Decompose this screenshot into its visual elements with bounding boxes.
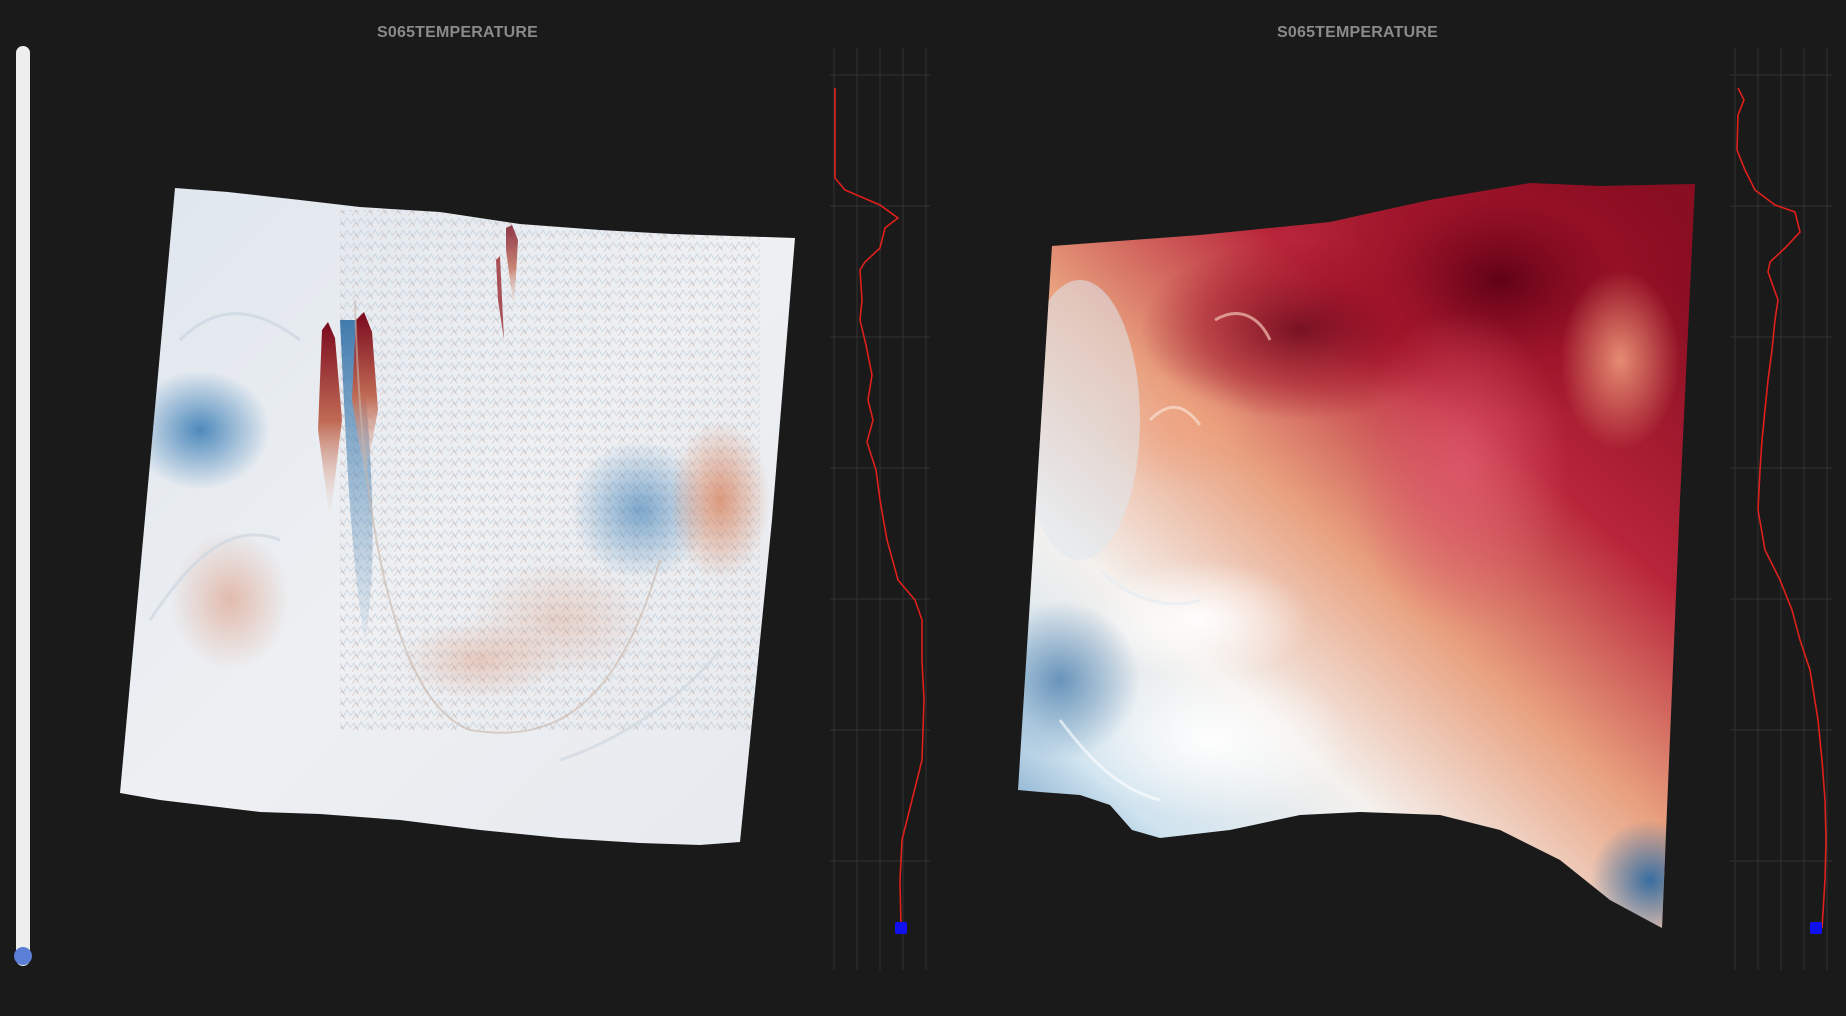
right-profile-line	[1736, 87, 1827, 929]
right-profile-grid	[1730, 48, 1832, 970]
left-temperature-surface[interactable]	[120, 188, 795, 845]
right-temperature-surface[interactable]	[980, 140, 1710, 940]
left-profile-line	[834, 88, 925, 929]
left-panel-title: S065TEMPERATURE	[377, 24, 538, 41]
depth-slider-track[interactable]	[16, 46, 30, 966]
right-profile-plot	[1730, 48, 1832, 970]
left-profile-grid	[830, 48, 930, 970]
right-panel-title: S065TEMPERATURE	[1277, 24, 1438, 41]
depth-slider-thumb[interactable]	[14, 947, 32, 965]
right-profile-marker	[1810, 922, 1822, 934]
left-profile-marker	[895, 922, 907, 934]
left-profile-plot	[830, 48, 930, 970]
